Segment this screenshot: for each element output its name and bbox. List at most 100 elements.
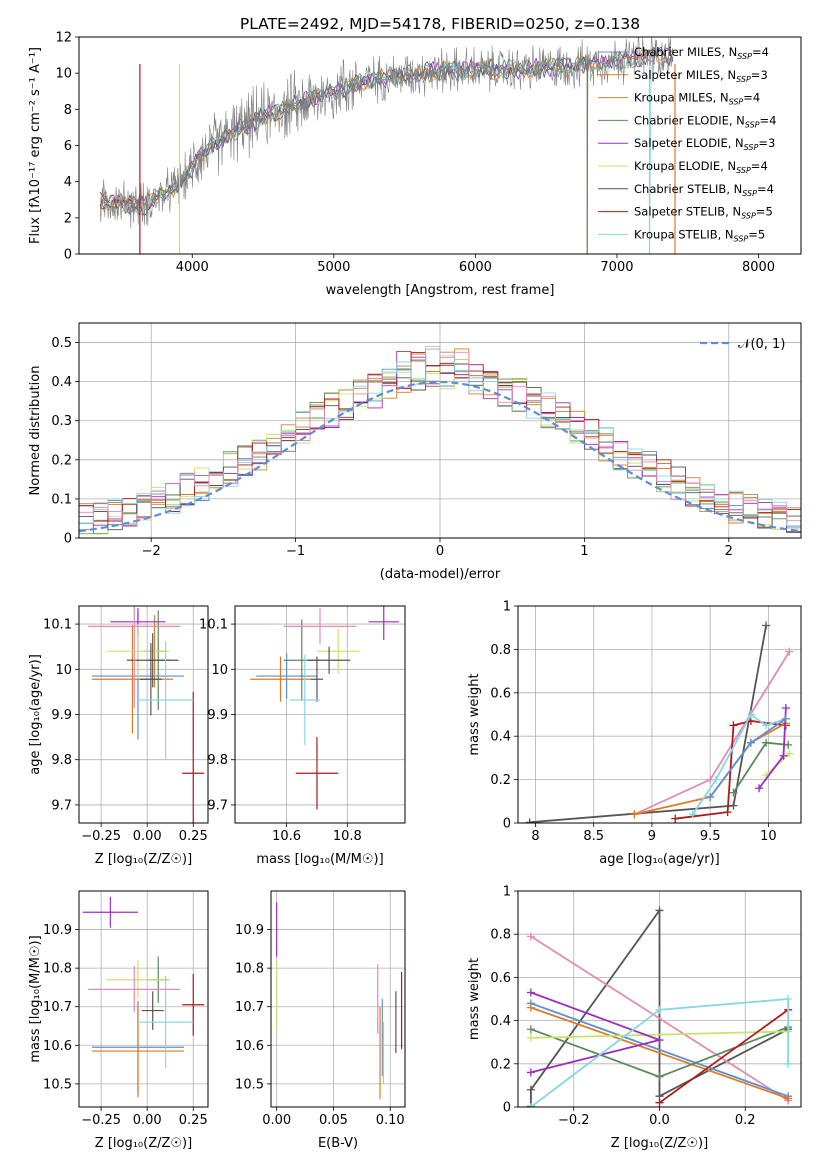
y-tick-label: 0.1 (51, 492, 72, 507)
weight-marker (706, 792, 715, 801)
legend-nssp-prefix: , N (720, 159, 736, 173)
weight-marker (655, 1005, 664, 1014)
weight-marker (723, 808, 732, 817)
histogram-step (79, 351, 801, 528)
y-tick-label: 10.7 (235, 1000, 264, 1015)
legend-nssp-value: 3 (760, 68, 767, 82)
legend-series: Salpeter ELODIE (634, 136, 728, 150)
legend-nssp-prefix: , N (718, 227, 734, 241)
data-layer (88, 606, 205, 823)
weight-marker (526, 1085, 535, 1094)
x-axis-label: Z [log₁₀(Z/Z☉)] (611, 1136, 708, 1151)
legend-nssp-eq: = (756, 205, 766, 219)
y-tick-label: 10 (55, 663, 72, 678)
y-tick-label: 9.8 (51, 753, 72, 768)
weight-marker (784, 740, 793, 749)
x-tick-label: 8000 (742, 260, 775, 275)
legend-label: Chabrier ELODIE, NSSP=4 (634, 113, 776, 129)
x-tick-label: 10.8 (333, 829, 362, 844)
error-bar-point (295, 737, 339, 810)
legend-label: Salpeter MILES, NSSP=3 (634, 68, 768, 84)
y-tick-label: 0.6 (490, 971, 511, 986)
y-tick-label: 9.7 (51, 798, 72, 813)
y-tick-label: 12 (55, 31, 72, 46)
legend-label: 𝒩(0, 1) (738, 337, 785, 352)
x-tick-label: −0.25 (81, 829, 121, 844)
y-tick-label: 0 (503, 817, 511, 832)
legend-label: Kroupa ELODIE, NSSP=4 (634, 159, 768, 175)
weight-marker (762, 738, 771, 747)
y-tick-label: 4 (64, 175, 72, 190)
error-bar-point (310, 656, 324, 702)
error-bar-point (88, 606, 181, 708)
y-tick-label: 0.4 (490, 730, 511, 745)
data-layer (99, 37, 676, 254)
legend-nssp-value: 3 (768, 136, 775, 150)
weight-marker (781, 703, 790, 712)
data-layer (525, 621, 794, 823)
legend-series: Salpeter STELIB (634, 205, 725, 219)
weight-marker (784, 995, 793, 1003)
x-axis-label: E(B-V) (318, 1136, 358, 1151)
model-line (99, 57, 589, 254)
weight-marker (779, 751, 788, 760)
x-tick-label: 0.00 (262, 1113, 291, 1128)
weight-line (691, 713, 787, 815)
plot-area (235, 606, 405, 823)
chart-title: PLATE=2492, MJD=54178, FIBERID=0250, z=0… (240, 15, 640, 33)
y-tick-label: 0 (64, 532, 72, 547)
weight-line (530, 991, 661, 1074)
weight-marker (784, 1059, 793, 1068)
weight-line (658, 1009, 789, 1104)
x-tick-label: 0.05 (319, 1113, 348, 1128)
legend-label: Chabrier STELIB, NSSP=4 (634, 182, 774, 198)
spectrum-panel: 4000 5000 6000 7000 8000 0 2 4 6 8 10 12 wavelength … (28, 15, 802, 298)
legend-series: Chabrier STELIB (634, 182, 726, 196)
x-tick-label: −2 (142, 544, 161, 559)
plot-area (79, 891, 208, 1107)
y-tick-label: 0.2 (51, 453, 72, 468)
legend-series: Salpeter MILES (634, 68, 720, 82)
age-vs-metallicity-panel: −0.25 0.00 0.25 9.7 9.8 9.9 10 10.1 Z [log₁₀(Z/Z… (28, 605, 209, 867)
y-tick-label: 10.6 (235, 1039, 264, 1054)
error-bar-point (307, 646, 351, 674)
x-axis-label: Z [log₁₀(Z/Z☉)] (95, 1136, 192, 1151)
legend-nssp-eq: = (748, 227, 758, 241)
weight-marker (781, 714, 790, 723)
y-tick-label: 10.1 (199, 618, 228, 633)
x-tick-label: 0.10 (376, 1113, 405, 1128)
x-tick-label: 10 (760, 829, 777, 844)
histogram-step (79, 348, 801, 528)
legend-series: Kroupa STELIB (634, 227, 718, 241)
x-tick-label: 0.25 (179, 1113, 208, 1128)
weight-marker (655, 1072, 664, 1081)
error-bar-point (126, 633, 179, 688)
legend-nssp-sub: SSP (736, 166, 751, 175)
error-bar-point (141, 991, 164, 1030)
y-tick-label: 9.9 (51, 708, 72, 723)
weight-marker (526, 1103, 535, 1107)
weight-line (530, 1030, 789, 1039)
y-tick-label: 0.8 (490, 928, 511, 943)
data-layer (526, 906, 793, 1107)
weight-marker (755, 784, 764, 793)
histogram-step (79, 363, 801, 533)
x-axis-label: mass [log₁₀(M/M☉)] (256, 852, 383, 867)
error-bar-point (91, 1004, 185, 1098)
legend-label: Chabrier MILES, NSSP=4 (634, 45, 769, 61)
legend-nssp-eq: = (743, 91, 753, 105)
x-axis-label: wavelength [Angstrom, rest frame] (326, 283, 555, 298)
weight-marker (729, 721, 738, 730)
y-axis-label: mass weight (467, 673, 482, 755)
axes-frame (270, 890, 406, 1108)
error-bar-point (182, 691, 205, 823)
axes-frame (517, 605, 802, 824)
legend-nssp-value: 4 (762, 45, 769, 59)
x-tick-label: 8 (531, 829, 539, 844)
observed-spectrum (99, 37, 674, 229)
y-tick-label: 1 (503, 885, 511, 900)
x-tick-label: −0.2 (558, 1113, 590, 1128)
legend-nssp-value: 5 (765, 205, 772, 219)
y-tick-label: 10 (55, 67, 72, 82)
y-tick-label: 9.8 (207, 753, 228, 768)
